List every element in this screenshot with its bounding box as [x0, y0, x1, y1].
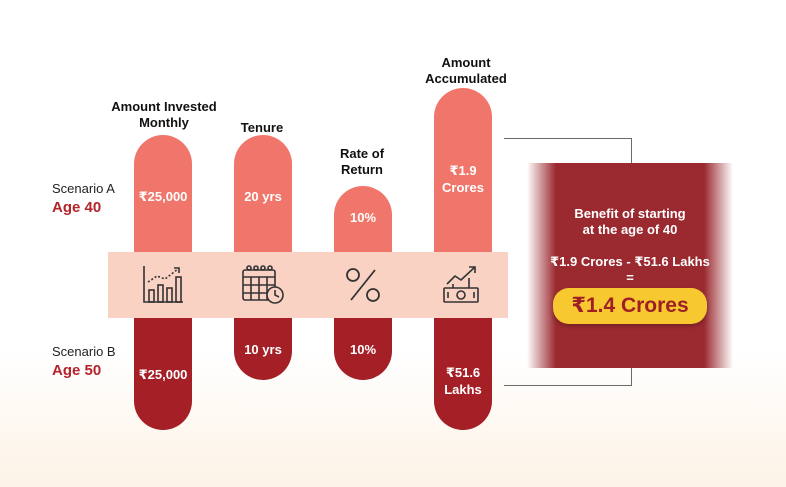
value-a-tenure: 20 yrs [244, 189, 282, 204]
benefit-result-badge: ₹1.4 Crores [553, 288, 707, 324]
icon-band [108, 252, 508, 318]
pill-b-amount-invested [134, 318, 192, 430]
value-a-accumulated: ₹1.9 Crores [442, 163, 484, 195]
scenario-a-label: Scenario A [52, 181, 115, 196]
pill-a-amount-invested [134, 135, 192, 252]
value-b-amount-invested: ₹25,000 [138, 367, 188, 382]
pill-b-tenure [234, 318, 292, 380]
benefit-title-line1: Benefit of starting [574, 206, 686, 221]
pill-a-accumulated [434, 88, 492, 252]
header-rate-of-return: Rate of Return [339, 146, 385, 177]
pill-a-tenure [234, 135, 292, 252]
percent-icon [343, 265, 383, 305]
value-b-tenure: 10 yrs [244, 342, 282, 357]
value-a-amount-invested: ₹25,000 [138, 189, 188, 204]
bracket-top [504, 138, 632, 164]
calendar-clock-icon [240, 264, 286, 306]
value-a-rate: 10% [349, 210, 377, 225]
benefit-title-line2: at the age of 40 [582, 222, 678, 237]
pill-b-accumulated [434, 318, 492, 430]
header-tenure: Tenure [240, 120, 284, 135]
benefit-panel: Benefit of starting at the age of 40 ₹1.… [527, 163, 733, 368]
value-b-rate: 10% [349, 342, 377, 357]
benefit-formula: ₹1.9 Crores - ₹51.6 Lakhs [550, 254, 710, 269]
header-amount-invested: Amount Invested Monthly [111, 99, 217, 130]
scenario-b-age: Age 50 [52, 362, 102, 379]
bar-chart-icon [141, 264, 185, 306]
scenario-b-label: Scenario B [52, 344, 116, 359]
pill-b-rate [334, 318, 392, 380]
money-growth-icon [441, 264, 485, 306]
benefit-equals: = [626, 270, 634, 285]
pill-a-rate [334, 186, 392, 252]
header-amount-accumulated: Amount Accumulated [425, 55, 507, 86]
value-b-accumulated: ₹51.6 Lakhs [444, 365, 482, 397]
scenario-a-age: Age 40 [52, 199, 102, 216]
